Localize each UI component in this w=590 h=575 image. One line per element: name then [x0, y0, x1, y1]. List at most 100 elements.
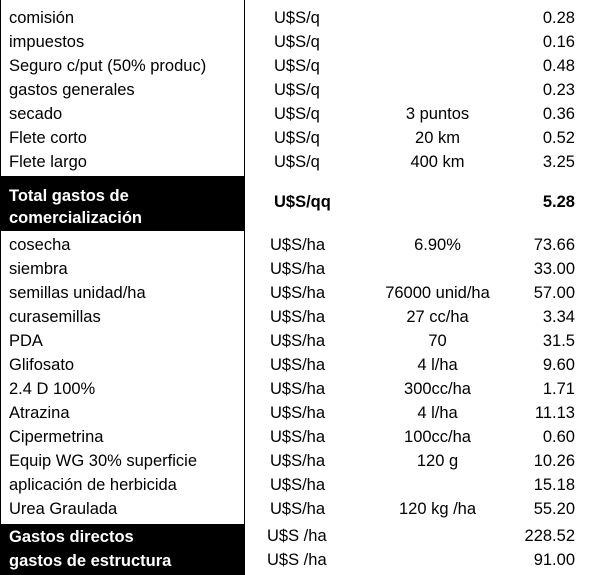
row-unit: U$S/ha — [270, 356, 326, 374]
row-unit: U$S/ha — [270, 308, 326, 326]
row-concept: Flete largo — [9, 153, 87, 171]
row-concept: semillas unidad/ha — [9, 284, 146, 302]
row-concept: PDA — [9, 332, 43, 350]
row-unit: U$S/ha — [270, 236, 326, 254]
row-concept: Urea Graulada — [9, 500, 118, 518]
table-row: Glifosato U$S/ha 4 l/ha 9.60 — [0, 356, 590, 380]
row-concept: impuestos — [9, 33, 85, 51]
row-unit: U$S/q — [274, 33, 320, 51]
row-value: 31.5 — [542, 332, 575, 350]
summary-header-cell: Gastos directos gastos de estructura — [0, 524, 244, 575]
row-concept: curasemillas — [9, 308, 101, 326]
row-unit: U$S/q — [274, 129, 320, 147]
row-concept: cosecha — [9, 236, 71, 254]
table-row: cosecha U$S/ha 6.90% 73.66 — [0, 236, 590, 260]
row-concept: secado — [9, 105, 63, 123]
summary-label-structure: gastos de estructura — [9, 552, 172, 570]
row-unit: U$S/ha — [270, 404, 326, 422]
row-detail: 27 cc/ha — [406, 308, 469, 326]
row-value: 0.48 — [542, 57, 575, 75]
row-value: 0.36 — [542, 105, 575, 123]
row-detail: 4 l/ha — [417, 404, 458, 422]
table-row: Atrazina U$S/ha 4 l/ha 11.13 — [0, 404, 590, 428]
row-concept: 2.4 D 100% — [9, 380, 96, 398]
summary-value: 228.52 — [524, 527, 575, 545]
table-row: Seguro c/put (50% produc) U$S/q 0.48 — [0, 57, 590, 81]
table-row: gastos generales U$S/q 0.23 — [0, 81, 590, 105]
table-row: 2.4 D 100% U$S/ha 300cc/ha 1.71 — [0, 380, 590, 404]
row-unit: U$S/ha — [270, 332, 326, 350]
row-unit: U$S/ha — [270, 500, 326, 518]
row-unit: U$S/q — [274, 9, 320, 27]
column-divider — [244, 0, 245, 575]
row-concept: Cipermetrina — [9, 428, 104, 446]
summary-unit: U$S /ha — [267, 551, 327, 569]
row-detail: 76000 unid/ha — [385, 284, 490, 302]
total-commercial-row: U$S/qq 5.28 — [0, 193, 590, 217]
row-unit: U$S/ha — [270, 380, 326, 398]
row-value: 11.13 — [534, 404, 575, 422]
table-row: Flete corto U$S/q 20 km 0.52 — [0, 129, 590, 153]
row-unit: U$S/q — [274, 153, 320, 171]
row-value: 73.66 — [533, 236, 575, 254]
summary-row-direct: U$S /ha 228.52 — [0, 527, 590, 551]
total-commercial-unit: U$S/qq — [274, 193, 331, 211]
row-value: 10.26 — [533, 452, 575, 470]
table-row: impuestos U$S/q 0.16 — [0, 33, 590, 57]
row-value: 0.23 — [542, 81, 575, 99]
table-row: Cipermetrina U$S/ha 100cc/ha 0.60 — [0, 428, 590, 452]
row-detail: 120 g — [416, 452, 459, 470]
row-detail: 100cc/ha — [404, 428, 471, 446]
row-value: 33.00 — [533, 260, 575, 278]
row-unit: U$S/ha — [270, 284, 326, 302]
total-commercial-label-line1: Total gastos de — [9, 187, 129, 205]
row-value: 55.20 — [533, 500, 575, 518]
row-concept: Atrazina — [9, 404, 70, 422]
row-unit: U$S/q — [274, 57, 320, 75]
row-detail: 4 l/ha — [417, 356, 458, 374]
row-value: 0.60 — [542, 428, 575, 446]
row-concept: Seguro c/put (50% produc) — [9, 57, 207, 75]
summary-unit: U$S /ha — [267, 527, 327, 545]
row-detail: 6.90% — [414, 236, 461, 254]
table-row: curasemillas U$S/ha 27 cc/ha 3.34 — [0, 308, 590, 332]
row-detail: 300cc/ha — [404, 380, 471, 398]
total-commercial-header-cell: Total gastos de comercialización — [0, 176, 244, 231]
row-concept: siembra — [9, 260, 68, 278]
row-detail: 70 — [428, 332, 447, 350]
row-concept: Glifosato — [9, 356, 75, 374]
table-row: Flete largo U$S/q 400 km 3.25 — [0, 153, 590, 177]
row-unit: U$S/ha — [270, 260, 326, 278]
summary-row-structure: U$S /ha 91.00 — [0, 551, 590, 575]
row-detail: 400 km — [410, 153, 465, 171]
row-value: 0.52 — [542, 129, 575, 147]
row-value: 3.25 — [542, 153, 575, 171]
row-value: 0.16 — [542, 33, 575, 51]
row-unit: U$S/ha — [270, 476, 326, 494]
table-row: PDA U$S/ha 70 31.5 — [0, 332, 590, 356]
row-unit: U$S/q — [274, 81, 320, 99]
row-concept: Equip WG 30% superficie — [9, 452, 198, 470]
table-row: secado U$S/q 3 puntos 0.36 — [0, 105, 590, 129]
row-value: 15.18 — [533, 476, 575, 494]
row-detail: 120 kg /ha — [398, 500, 477, 518]
row-detail: 20 km — [415, 129, 460, 147]
table-row: semillas unidad/ha U$S/ha 76000 unid/ha 57.… — [0, 284, 590, 308]
row-concept: aplicación de herbicida — [9, 476, 177, 494]
row-unit: U$S/q — [274, 105, 320, 123]
left-border — [0, 0, 1, 575]
row-concept: gastos generales — [9, 81, 135, 99]
total-commercial-value: 5.28 — [542, 193, 575, 211]
table-row: Urea Graulada U$S/ha 120 kg /ha 55.20 — [0, 500, 590, 524]
table-row: aplicación de herbicida U$S/ha 15.18 — [0, 476, 590, 500]
table-row: Equip WG 30% superficie U$S/ha 120 g 10.26 — [0, 452, 590, 476]
row-value: 57.00 — [533, 284, 575, 302]
summary-value: 91.00 — [533, 551, 575, 569]
row-value: 9.60 — [542, 356, 575, 374]
total-commercial-label-line2: comercialización — [9, 209, 142, 227]
row-detail: 3 puntos — [405, 105, 470, 123]
row-value: 3.34 — [542, 308, 575, 326]
row-value: 0.28 — [542, 9, 575, 27]
row-concept: Flete corto — [9, 129, 87, 147]
table-row: siembra U$S/ha 33.00 — [0, 260, 590, 284]
